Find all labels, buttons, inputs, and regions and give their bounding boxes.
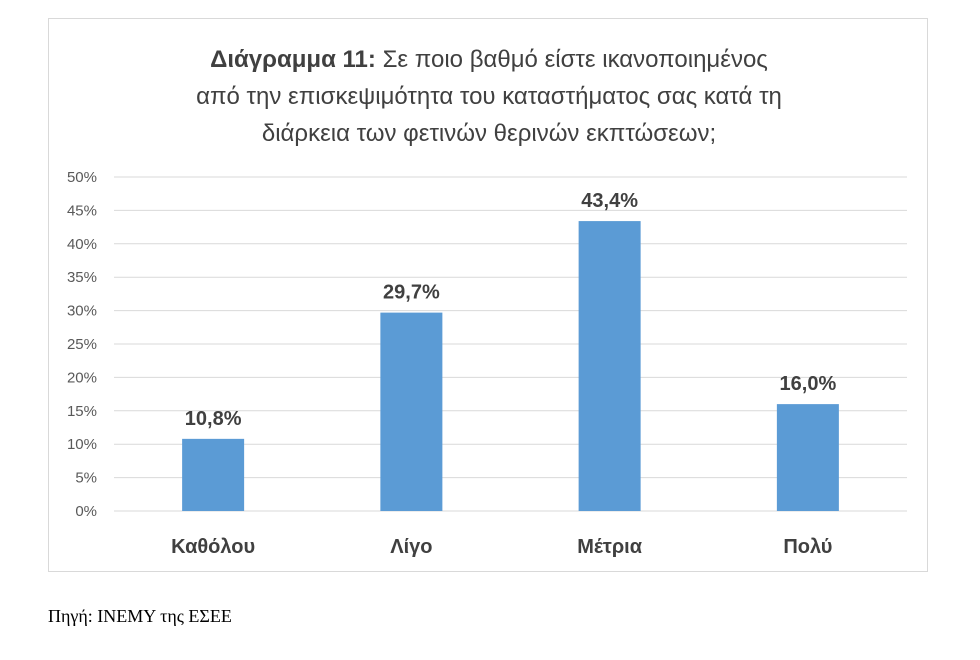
category-label: Καθόλου: [171, 536, 255, 558]
source-note: Πηγή: ΙΝΕΜΥ της ΕΣΕΕ: [48, 606, 232, 626]
y-tick-label: 0%: [75, 503, 97, 520]
y-tick-label: 35%: [67, 269, 97, 286]
y-tick-label: 15%: [67, 403, 97, 420]
category-label: Λίγο: [390, 536, 432, 558]
y-tick-label: 5%: [75, 470, 97, 487]
category-label: Μέτρια: [577, 536, 643, 558]
bar-chart-plot: 0% 5% 10% 15% 20% 25% 30% 35% 40% 45% 50% 10,8% Καθό…: [67, 169, 907, 558]
bar: [578, 221, 641, 511]
y-tick-label: 10%: [67, 436, 97, 453]
category-label: Πολύ: [783, 536, 832, 558]
y-tick-label: 50%: [67, 169, 97, 186]
bar: [776, 404, 839, 511]
chart-title-line2: από την επισκεψιμότητα του καταστήματος …: [196, 83, 782, 110]
chart-title-prefix: Διάγραμμα 11:: [210, 46, 376, 73]
y-tick-label: 30%: [67, 303, 97, 320]
y-tick-label: 20%: [67, 369, 97, 386]
chart-title: Διάγραμμα 11: Σε ποιο βαθμό είστε ικανοπ…: [49, 41, 929, 152]
bar: [380, 312, 443, 511]
data-label: 43,4%: [581, 190, 638, 212]
bar: [182, 438, 245, 511]
data-label: 16,0%: [780, 373, 837, 395]
chart-title-line3: διάρκεια των φετινών θερινών εκπτώσεων;: [261, 120, 717, 147]
chart-frame: Διάγραμμα 11: Σε ποιο βαθμό είστε ικανοπ…: [48, 18, 928, 572]
chart-title-line1: Σε ποιο βαθμό είστε ικανοποιημένος: [375, 46, 768, 73]
y-tick-label: 25%: [67, 336, 97, 353]
data-label: 29,7%: [383, 282, 440, 304]
y-tick-label: 45%: [67, 202, 97, 219]
data-label: 10,8%: [185, 408, 242, 430]
y-tick-label: 40%: [67, 236, 97, 253]
